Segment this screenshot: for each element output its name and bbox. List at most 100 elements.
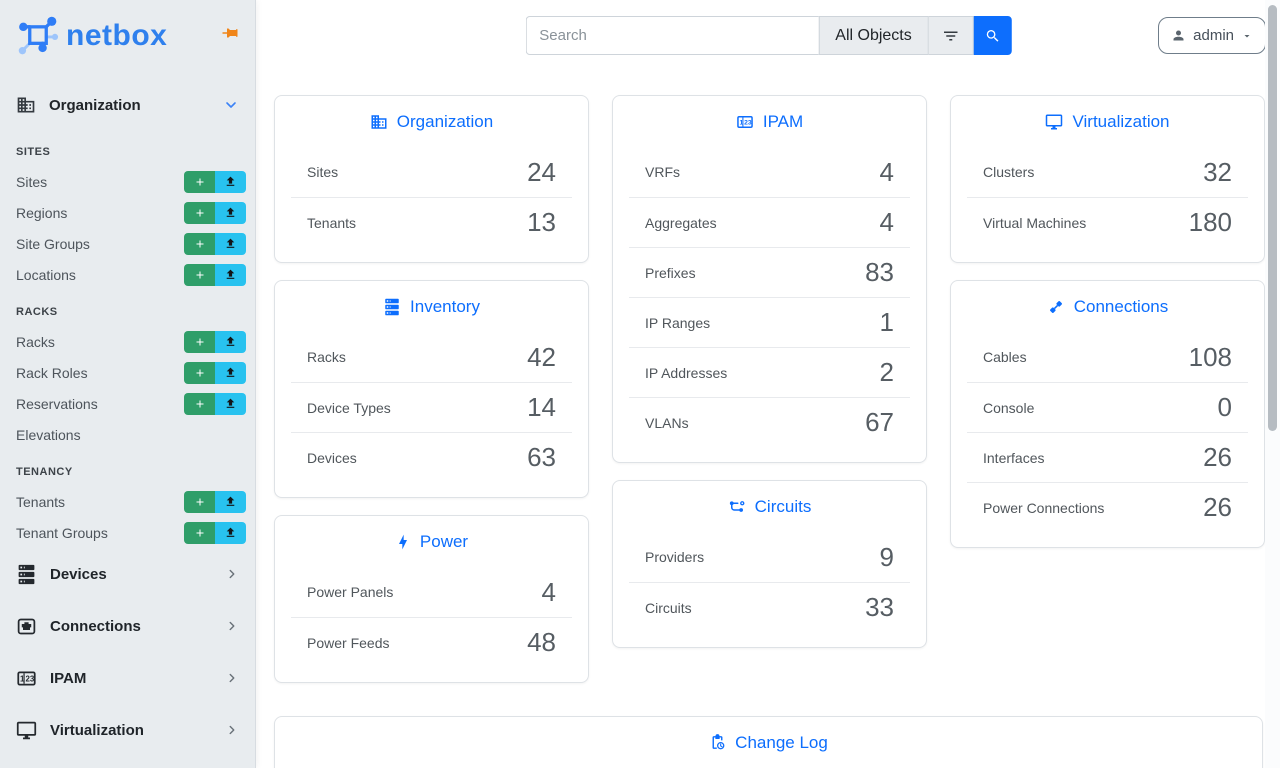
stat-label[interactable]: Circuits — [645, 599, 692, 616]
import-button[interactable] — [215, 521, 246, 544]
sidebar-menu-virtualization[interactable]: Virtualization — [0, 704, 255, 756]
stat-label[interactable]: Sites — [307, 164, 339, 180]
main-content: All Objects admin — [257, 0, 1280, 768]
power-card: Power Power Panels 4 Power Feeds 48 — [274, 515, 589, 683]
search-button[interactable] — [973, 16, 1012, 55]
stat-label[interactable]: Tenants — [307, 214, 357, 231]
add-button[interactable] — [184, 232, 215, 255]
dashboard-column-1: Organization Sites 24 Tenants 13 — [274, 95, 589, 683]
user-name: admin — [1193, 27, 1234, 44]
dashboard-column-2: 1 2 3 IPAM VRFs 4 Aggregates 4 — [612, 95, 927, 648]
stat-label[interactable]: Virtual Machines — [983, 214, 1087, 231]
user-menu-button[interactable]: admin — [1158, 17, 1266, 54]
scrollbar-thumb[interactable] — [1268, 5, 1277, 431]
sidebar-menu-devices[interactable]: Devices — [0, 548, 255, 600]
netbox-logo[interactable]: netbox — [16, 14, 167, 58]
svg-text:3: 3 — [748, 119, 752, 126]
sidebar-item-link[interactable]: Tenants — [16, 493, 66, 510]
stat-label[interactable]: Cables — [983, 349, 1027, 365]
sidebar-item-link[interactable]: Sites — [16, 173, 48, 190]
stat-label[interactable]: Providers — [645, 549, 705, 565]
sidebar-item-link[interactable]: Elevations — [16, 426, 81, 443]
lightning-icon — [395, 534, 411, 550]
sidebar-item-link[interactable]: Site Groups — [16, 235, 90, 252]
import-button[interactable] — [215, 490, 246, 513]
import-button[interactable] — [215, 263, 246, 286]
sidebar-item-link[interactable]: Racks — [16, 333, 55, 350]
add-button[interactable] — [184, 361, 215, 384]
filter-button[interactable] — [928, 16, 974, 55]
sidebar-item-regions: Regions — [0, 197, 255, 228]
stat-label[interactable]: Console — [983, 399, 1035, 416]
stat-label[interactable]: IP Ranges — [645, 314, 711, 331]
sidebar-item-sites: Sites — [0, 166, 255, 197]
inventory-card-title[interactable]: Inventory — [275, 281, 588, 332]
section-header-tenancy: TENANCY — [16, 466, 73, 478]
stat-label[interactable]: Power Connections — [983, 499, 1105, 516]
stat-label[interactable]: IP Addresses — [645, 364, 728, 381]
add-button[interactable] — [184, 201, 215, 224]
sidebar-group-organization[interactable]: Organization — [0, 88, 255, 122]
card-title-text: Circuits — [754, 496, 812, 516]
stat-label[interactable]: Device Types — [307, 399, 391, 416]
chevron-right-icon — [225, 567, 239, 581]
sidebar-item-link[interactable]: Reservations — [16, 395, 98, 412]
import-button[interactable] — [215, 170, 246, 193]
add-button[interactable] — [184, 170, 215, 193]
monitor-icon — [16, 720, 37, 741]
connections-card-title[interactable]: Connections — [951, 281, 1264, 332]
stat-list: Providers 9 Circuits 33 — [613, 532, 926, 647]
add-button[interactable] — [184, 263, 215, 286]
item-actions — [184, 361, 246, 384]
stat-label[interactable]: Clusters — [983, 164, 1035, 180]
virtualization-card-title[interactable]: Virtualization — [951, 96, 1264, 147]
search-scope-select[interactable]: All Objects — [818, 16, 929, 55]
ipam-card-title[interactable]: 1 2 3 IPAM — [613, 96, 926, 147]
add-button[interactable] — [184, 392, 215, 415]
dashboard-column-3: Virtualization Clusters 32 Virtual Machi… — [950, 95, 1265, 548]
changelog-card-title[interactable]: Change Log — [275, 717, 1262, 768]
stat-label[interactable]: Aggregates — [645, 214, 717, 231]
server-icon — [16, 564, 37, 585]
building-icon — [16, 95, 36, 115]
connections-card: Connections Cables 108 Console 0 Interfa… — [950, 280, 1265, 548]
import-button[interactable] — [215, 392, 246, 415]
sidebar-menu-ipam[interactable]: 1 2 3 IPAM — [0, 652, 255, 704]
add-button[interactable] — [184, 330, 215, 353]
circuits-card-title[interactable]: Circuits — [613, 481, 926, 532]
stat-row: IP Ranges 1 — [629, 297, 910, 347]
stat-label[interactable]: Devices — [307, 449, 357, 466]
sidebar-menu-connections[interactable]: Connections — [0, 600, 255, 652]
inventory-card: Inventory Racks 42 Device Types 14 Devic… — [274, 280, 589, 498]
import-button[interactable] — [215, 232, 246, 255]
import-button[interactable] — [215, 201, 246, 224]
add-button[interactable] — [184, 521, 215, 544]
stat-value: 1 — [879, 307, 894, 337]
power-card-title[interactable]: Power — [275, 516, 588, 567]
import-button[interactable] — [215, 361, 246, 384]
search-input[interactable] — [525, 16, 819, 55]
sidebar-item-link[interactable]: Locations — [16, 266, 76, 283]
sidebar-item-tenant-groups: Tenant Groups — [0, 517, 255, 548]
card-title-text: Organization — [396, 111, 494, 131]
stat-label[interactable]: Power Panels — [307, 584, 394, 600]
stat-label[interactable]: Racks — [307, 349, 346, 365]
import-button[interactable] — [215, 330, 246, 353]
stat-value: 14 — [527, 392, 556, 422]
stat-label[interactable]: Power Feeds — [307, 634, 390, 651]
pin-icon[interactable] — [221, 24, 239, 42]
item-actions — [184, 392, 246, 415]
stat-label[interactable]: VRFs — [645, 164, 680, 180]
stat-label[interactable]: Interfaces — [983, 449, 1045, 466]
stat-row: Power Connections 26 — [967, 482, 1248, 532]
stat-label[interactable]: Prefixes — [645, 264, 696, 281]
sidebar-item-elevations: Elevations — [0, 419, 255, 450]
search-bar: All Objects — [525, 16, 1012, 55]
sidebar-item-link[interactable]: Rack Roles — [16, 364, 88, 381]
card-title-text: Change Log — [735, 732, 828, 752]
sidebar-item-link[interactable]: Regions — [16, 204, 68, 221]
add-button[interactable] — [184, 490, 215, 513]
sidebar-item-link[interactable]: Tenant Groups — [16, 524, 108, 541]
stat-label[interactable]: VLANs — [645, 414, 689, 431]
organization-card-title[interactable]: Organization — [275, 96, 588, 147]
